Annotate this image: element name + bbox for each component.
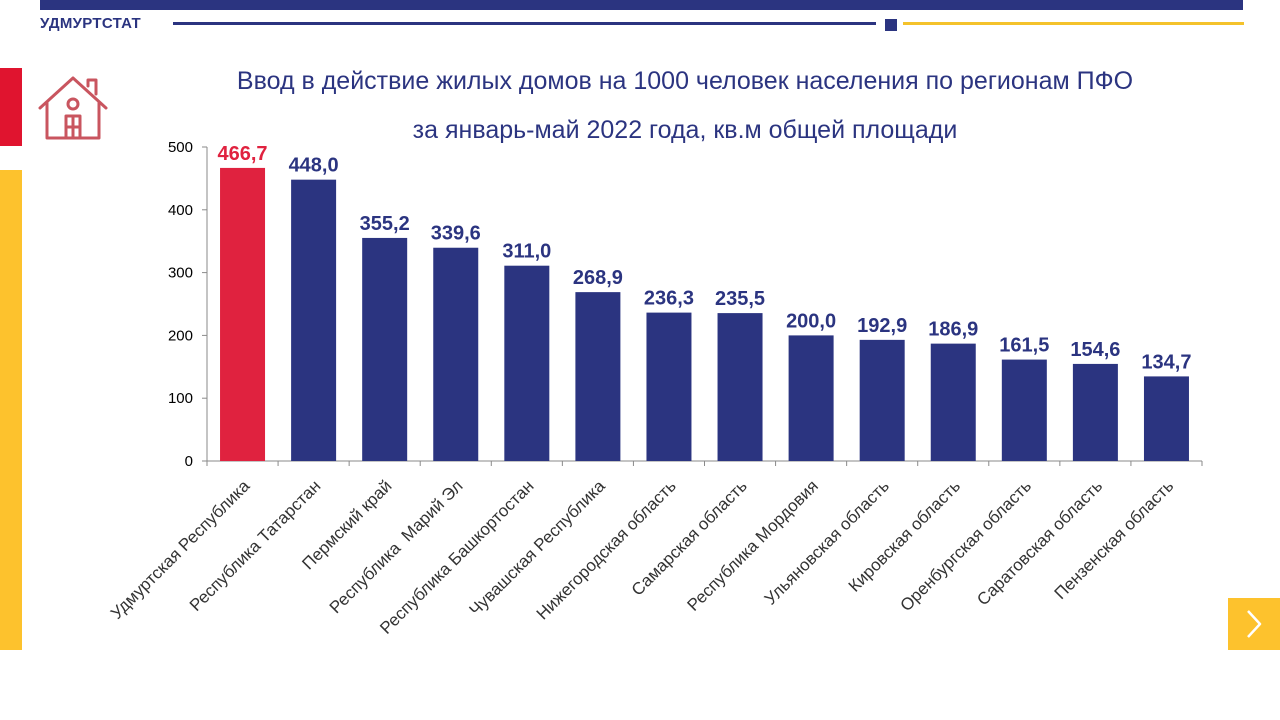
- bar: [220, 167, 266, 461]
- y-tick-label: 300: [168, 265, 193, 282]
- x-category-label: Чувашская Республика: [465, 476, 609, 620]
- data-label: 200,0: [786, 310, 836, 332]
- data-label: 134,7: [1141, 351, 1191, 373]
- data-label: 154,6: [1070, 339, 1120, 361]
- x-category-label: Республика Марий Эл: [326, 476, 467, 617]
- chart-title-line2: за январь-май 2022 года, кв.м общей площ…: [412, 116, 958, 144]
- side-accent-yellow: [0, 170, 22, 650]
- x-category-label: Республика Мордовия: [683, 476, 821, 614]
- bar: [575, 292, 621, 461]
- chevron-right-icon: [1247, 610, 1262, 638]
- bar: [1143, 376, 1189, 461]
- x-category-label: Саратовская область: [973, 476, 1106, 609]
- data-label: 466,7: [218, 143, 268, 165]
- chart-title-line1: Ввод в действие жилых домов на 1000 чело…: [236, 67, 1134, 95]
- bar: [362, 237, 408, 461]
- x-category-label: Республика Татарстан: [186, 476, 325, 615]
- data-label: 448,0: [289, 155, 339, 177]
- data-label: 311,0: [502, 241, 551, 263]
- x-category-label: Ульяновская область: [761, 476, 893, 608]
- data-label: 186,9: [928, 319, 978, 341]
- bar: [859, 339, 905, 461]
- bar: [646, 312, 692, 461]
- header-rule-blue: [173, 22, 876, 25]
- x-category-label: Нижегородская область: [533, 476, 680, 623]
- bar: [930, 343, 976, 461]
- y-tick-label: 0: [185, 453, 193, 470]
- x-category-label: Оренбургская область: [896, 476, 1035, 615]
- top-accent-bar: [40, 0, 1243, 10]
- bar: [291, 179, 337, 461]
- bar: [717, 313, 763, 461]
- data-label: 339,6: [431, 223, 481, 245]
- house-icon: [36, 72, 110, 146]
- y-tick-label: 200: [168, 327, 193, 344]
- header-rule-square: [885, 19, 897, 31]
- header-rule-yellow: [903, 22, 1244, 25]
- brand-name: УДМУРТСТАТ: [40, 15, 141, 32]
- data-label: 192,9: [857, 315, 907, 337]
- x-category-label: Самарская область: [628, 476, 751, 599]
- side-accent-red: [0, 68, 22, 146]
- bar: [1072, 363, 1118, 461]
- next-slide-button[interactable]: [1228, 598, 1280, 650]
- data-label: 355,2: [360, 213, 410, 235]
- y-tick-label: 400: [168, 202, 193, 219]
- x-category-label: Удмуртская Республика: [107, 476, 254, 623]
- bar: [504, 265, 550, 461]
- x-category-label: Пензенская область: [1051, 476, 1178, 603]
- data-label: 235,5: [715, 288, 765, 310]
- data-label: 268,9: [573, 267, 623, 289]
- bar: [1001, 359, 1047, 461]
- y-tick-label: 500: [168, 139, 193, 156]
- bar: [433, 247, 479, 461]
- bar: [788, 335, 834, 461]
- y-tick-label: 100: [168, 390, 193, 407]
- data-label: 236,3: [644, 288, 694, 310]
- data-label: 161,5: [999, 335, 1049, 357]
